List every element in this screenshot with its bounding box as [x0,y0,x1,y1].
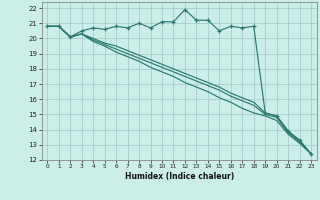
X-axis label: Humidex (Indice chaleur): Humidex (Indice chaleur) [124,172,234,181]
